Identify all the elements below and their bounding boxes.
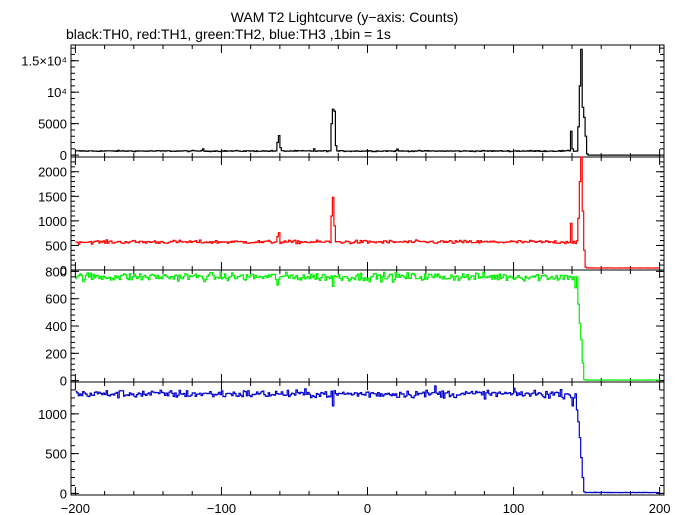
x-tick-label: −100 (207, 501, 236, 515)
x-tick-label: 100 (503, 501, 525, 515)
panel-frame-th3 (70, 381, 665, 496)
x-tick-label: −200 (61, 501, 90, 515)
y-tick-label: 0 (60, 486, 67, 501)
chart-title: WAM T2 Lightcurve (y−axis: Counts) (230, 9, 459, 25)
panel-frame-th1 (70, 156, 665, 271)
y-tick-label: 0 (60, 148, 67, 163)
x-tick-label: 200 (649, 501, 671, 515)
y-tick-label: 0 (60, 263, 67, 278)
y-tick-label: 5000 (38, 117, 67, 132)
y-tick-label: 800 (45, 264, 67, 279)
y-tick-label: 200 (45, 346, 67, 361)
y-tick-label: 400 (45, 319, 67, 334)
panel-frame-th0 (70, 44, 665, 158)
y-tick-label: 1500 (38, 189, 67, 204)
y-tick-label: 1000 (38, 214, 67, 229)
y-tick-label: 500 (45, 238, 67, 253)
chart-subtitle: black:TH0, red:TH1, green:TH2, blue:TH3 … (66, 26, 391, 42)
series-line-th0 (75, 48, 660, 156)
y-tick-label: 2000 (38, 165, 67, 180)
y-tick-label: 600 (45, 292, 67, 307)
series-line-th1 (75, 156, 660, 269)
y-tick-label: 0 (60, 374, 67, 389)
x-tick-label: 0 (364, 501, 371, 515)
y-tick-label: 1000 (38, 407, 67, 422)
y-tick-label: 1.5×10⁴ (21, 54, 67, 69)
y-tick-label: 500 (45, 447, 67, 462)
series-line-th2 (75, 271, 661, 381)
series-line-th3 (75, 385, 660, 494)
y-tick-label: 10⁴ (47, 85, 67, 100)
